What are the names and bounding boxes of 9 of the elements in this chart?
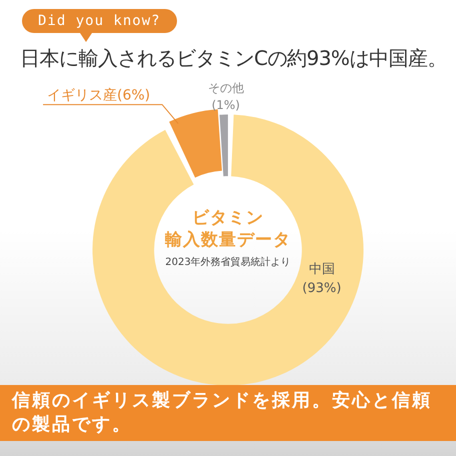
text: 2023年外務省貿易統計より xyxy=(164,256,292,269)
slice-label: 中国 xyxy=(308,262,335,277)
text: ビタミン輸入数量データ xyxy=(164,207,292,251)
text: 信頼のイギリス製ブランドを採用。安心と信頼の製品です。 xyxy=(0,385,456,441)
data-label: (1%) xyxy=(212,98,240,112)
chart-title: 日本に輸入されるビタミンCの約93%は中国産。 xyxy=(20,45,447,72)
slice-label: イギリス産(6%) xyxy=(47,88,150,104)
data-label: (93%) xyxy=(302,280,342,296)
slice-label: その他 xyxy=(208,81,244,96)
